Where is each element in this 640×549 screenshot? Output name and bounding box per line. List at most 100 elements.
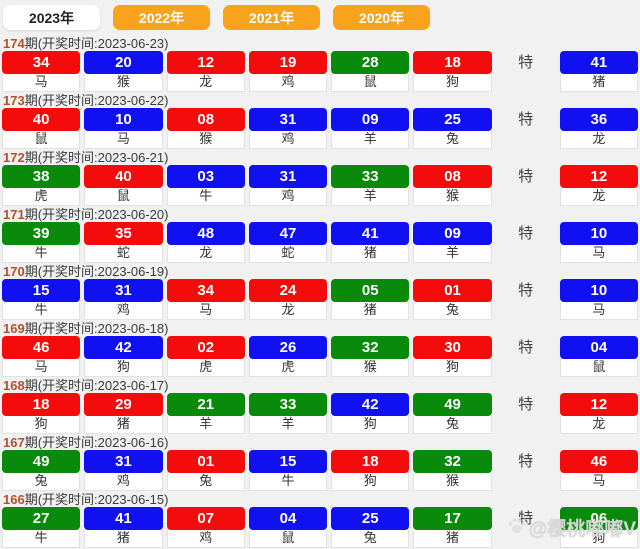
ball-number: 10	[84, 108, 163, 131]
ball-zodiac-label: 鸡	[248, 188, 328, 206]
ball-number: 32	[331, 336, 410, 359]
ball-cell: 17 猪	[413, 507, 492, 548]
ball-number: 33	[248, 393, 328, 416]
year-tab-2020[interactable]: 2020年	[333, 5, 430, 30]
special-ball-number: 46	[559, 450, 638, 473]
ball-zodiac-label: 狗	[413, 359, 492, 377]
ball-zodiac-label: 狗	[331, 416, 410, 434]
ball-cell: 34 马	[166, 279, 245, 320]
ball-number: 29	[84, 393, 163, 416]
ball-cell: 31 鸡	[248, 165, 328, 206]
ball-zodiac-label: 马	[2, 74, 81, 92]
draw-row-166: 166期(开奖时间:2023-06-15) 27 牛 41 猪 07 鸡 04 鼠 25 兔 17 猪特…	[0, 492, 640, 548]
ball-cell: 15 牛	[2, 279, 81, 320]
ball-number: 31	[84, 279, 163, 302]
ball-zodiac-label: 鼠	[559, 359, 638, 377]
ball-number: 01	[413, 279, 492, 302]
ball-number: 32	[413, 450, 492, 473]
draw-balls-row: 27 牛 41 猪 07 鸡 04 鼠 25 兔 17 猪特 06 狗	[0, 507, 640, 548]
draw-period-number: 169	[3, 321, 25, 336]
ball-zodiac-label: 马	[84, 131, 163, 149]
draw-balls-row: 38 虎 40 鼠 03 牛 31 鸡 33 羊 08 猴 特 12 龙	[0, 165, 640, 206]
ball-cell: 07 鸡	[166, 507, 245, 548]
draw-results-list: 174期(开奖时间:2023-06-23) 34 马 20 猴 12 龙 19 鸡 28 鼠 18 狗特…	[0, 36, 640, 548]
ball-cell: 08 猴	[413, 165, 492, 206]
draw-row-label: 171期(开奖时间:2023-06-20)	[0, 207, 640, 222]
draw-date-info: 期(开奖时间:2023-06-20)	[24, 207, 169, 222]
ball-cell: 40 鼠	[84, 165, 163, 206]
ball-number: 41	[331, 222, 410, 245]
draw-row-label: 166期(开奖时间:2023-06-15)	[0, 492, 640, 507]
special-ball-number: 12	[559, 393, 638, 416]
draw-date-info: 期(开奖时间:2023-06-22)	[24, 93, 169, 108]
ball-number: 01	[166, 450, 245, 473]
ball-zodiac-label: 羊	[248, 416, 328, 434]
special-ball-cell: 04 鼠	[559, 336, 638, 377]
ball-zodiac-label: 马	[559, 473, 638, 491]
special-ball-number: 12	[559, 165, 638, 188]
ball-zodiac-label: 牛	[248, 473, 328, 491]
year-tab-2022[interactable]: 2022年	[113, 5, 210, 30]
ball-zodiac-label: 兔	[413, 416, 492, 434]
year-tab-2023[interactable]: 2023年	[3, 5, 100, 30]
draw-balls-row: 15 牛 31 鸡 34 马 24 龙 05 猪 01 兔特 10 马	[0, 279, 640, 320]
ball-zodiac-label: 猴	[331, 359, 410, 377]
ball-cell: 09 羊	[331, 108, 410, 149]
ball-number: 04	[248, 507, 328, 530]
draw-row-label: 174期(开奖时间:2023-06-23)	[0, 36, 640, 51]
special-ball-cell: 10 马	[559, 279, 638, 320]
ball-zodiac-label: 兔	[413, 131, 492, 149]
ball-cell: 49 兔	[2, 450, 81, 491]
special-ball-number: 41	[559, 51, 638, 74]
ball-zodiac-label: 鸡	[84, 302, 163, 320]
draw-balls-row: 49 兔 31 鸡 01 兔 15 牛 18 狗 32 猴特 46 马	[0, 450, 640, 491]
year-tabbar: 2023年 2022年 2021年 2020年	[0, 0, 640, 36]
ball-zodiac-label: 兔	[331, 530, 410, 548]
year-tab-2021[interactable]: 2021年	[223, 5, 320, 30]
ball-zodiac-label: 鼠	[248, 530, 328, 548]
ball-zodiac-label: 虎	[2, 188, 81, 206]
ball-number: 46	[2, 336, 81, 359]
ball-number: 21	[166, 393, 245, 416]
ball-number: 02	[166, 336, 245, 359]
ball-number: 05	[331, 279, 410, 302]
ball-cell: 41 猪	[331, 222, 410, 263]
special-ball-number: 04	[559, 336, 638, 359]
ball-number: 26	[248, 336, 328, 359]
ball-number: 18	[2, 393, 81, 416]
draw-balls-row: 46 马 42 狗 02 虎 26 虎 32 猴 30 狗特 04 鼠	[0, 336, 640, 377]
ball-cell: 15 牛	[248, 450, 328, 491]
ball-cell: 32 猴	[413, 450, 492, 491]
draw-period-number: 167	[3, 435, 25, 450]
draw-period-number: 174	[3, 36, 25, 51]
draw-period-number: 173	[3, 93, 25, 108]
ball-zodiac-label: 牛	[2, 302, 81, 320]
ball-cell: 42 狗	[331, 393, 410, 434]
draw-row-label: 169期(开奖时间:2023-06-18)	[0, 321, 640, 336]
ball-zodiac-label: 龙	[166, 74, 245, 92]
ball-cell: 24 龙	[248, 279, 328, 320]
ball-cell: 33 羊	[331, 165, 410, 206]
draw-balls-row: 40 鼠 10 马 08 猴 31 鸡 09 羊 25 兔 特 36 龙	[0, 108, 640, 149]
ball-zodiac-label: 猴	[413, 473, 492, 491]
ball-zodiac-label: 虎	[248, 359, 328, 377]
special-ball-number: 10	[559, 222, 638, 245]
special-marker-label: 特	[518, 339, 534, 356]
special-ball-number: 10	[559, 279, 638, 302]
ball-number: 31	[248, 165, 328, 188]
ball-zodiac-label: 蛇	[84, 245, 163, 263]
ball-cell: 31 鸡	[248, 108, 328, 149]
ball-number: 09	[413, 222, 492, 245]
ball-number: 09	[331, 108, 410, 131]
ball-zodiac-label: 猪	[84, 416, 163, 434]
special-ball-cell: 46 马	[559, 450, 638, 491]
draw-date-info: 期(开奖时间:2023-06-18)	[24, 321, 169, 336]
ball-number: 31	[248, 108, 328, 131]
ball-cell: 31 鸡	[84, 279, 163, 320]
special-marker-label: 特	[518, 453, 534, 470]
ball-cell: 40 鼠	[2, 108, 81, 149]
ball-cell: 25 兔	[331, 507, 410, 548]
ball-number: 28	[331, 51, 410, 74]
ball-cell: 46 马	[2, 336, 81, 377]
